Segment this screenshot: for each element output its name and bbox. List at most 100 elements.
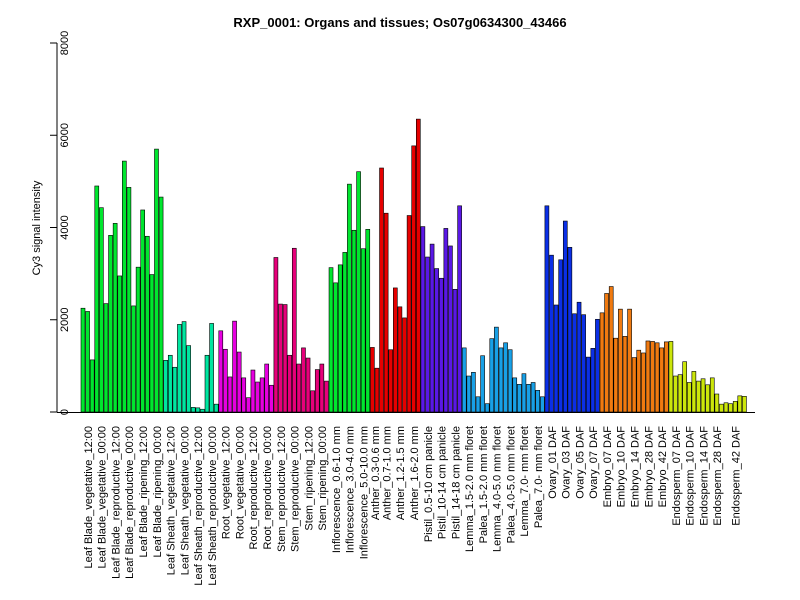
x-tick-label: Anther_0.3-0.6 mm: [370, 426, 382, 520]
x-tick-label: Ovary_05 DAF: [574, 426, 586, 499]
x-tick-label: Root_vegetative_00:00: [234, 426, 246, 539]
bar: [232, 320, 237, 413]
x-tick-label: Inflorescence_5.0-10.0 mm: [358, 426, 370, 559]
bar: [709, 377, 715, 413]
bar: [664, 341, 669, 413]
x-tick-label: Anther_1.6-2.0 mm: [409, 426, 421, 520]
y-tick-label: 6000: [59, 123, 71, 147]
bar: [99, 207, 104, 413]
bar: [425, 256, 430, 413]
bar: [645, 340, 651, 413]
bar: [347, 183, 352, 413]
bar: [337, 264, 343, 413]
bar: [411, 145, 416, 413]
bar: [190, 407, 196, 413]
bar: [177, 324, 182, 413]
x-tick-label: Inflorescence_3.0-4.0 mm: [345, 426, 357, 553]
x-tick-label: Stem_ripening_00:00: [317, 426, 329, 531]
bar: [406, 215, 412, 413]
bar: [691, 371, 697, 413]
bar: [471, 372, 476, 413]
bar: [374, 367, 380, 413]
bar: [443, 228, 449, 413]
bar: [195, 407, 201, 413]
y-tick-label: 8000: [59, 31, 71, 55]
bar: [301, 347, 306, 413]
bar: [356, 171, 361, 413]
y-axis-label: Cy3 signal intensity: [31, 180, 43, 275]
bar: [686, 382, 692, 413]
x-tick-label: Ovary_01 DAF: [547, 426, 559, 499]
bar: [728, 403, 733, 413]
bar: [434, 268, 439, 413]
bar: [140, 209, 146, 413]
bar: [475, 396, 481, 413]
bar: [705, 384, 710, 413]
bar: [461, 347, 467, 413]
bar: [540, 396, 545, 413]
x-tick-label: Inflorescence_0.6-1.0 mm: [331, 426, 343, 553]
chart-title: RXP_0001: Organs and tissues; Os07g06343…: [233, 15, 566, 30]
x-tick-label: Stem_ripening_12:00: [303, 426, 315, 531]
y-tick-label: 2000: [59, 308, 71, 332]
bar: [379, 167, 384, 413]
bar: [370, 347, 375, 413]
bar: [489, 338, 495, 413]
bar: [659, 347, 665, 413]
x-tick-label: Embryo_14 DAF: [629, 426, 641, 508]
bar: [85, 311, 90, 413]
x-tick-label: Leaf Blade_ripening_12:00: [138, 426, 150, 558]
bar: [572, 313, 577, 413]
bar: [393, 287, 398, 413]
x-tick-label: Root_reproductive_00:00: [262, 426, 274, 550]
bar: [186, 345, 191, 413]
bar: [627, 308, 632, 413]
bar: [448, 245, 453, 413]
x-tick-label: Pistil_0.5-10 cm panicle: [423, 426, 435, 542]
bar: [112, 223, 118, 413]
bar: [535, 390, 541, 413]
x-tick-label: Leaf Sheath_vegetative_12:00: [166, 426, 178, 575]
bar: [622, 336, 628, 413]
bar: [181, 321, 187, 413]
bar: [250, 369, 256, 413]
x-tick-label: Leaf Sheath_vegetative_00:00: [179, 426, 191, 575]
bar: [122, 160, 127, 413]
bar: [241, 377, 247, 413]
bar: [719, 403, 724, 413]
bar: [264, 363, 270, 413]
category-labels: Leaf Blade_vegetative_12:00 Leaf Blade_ve…: [83, 426, 743, 586]
bar: [608, 286, 614, 413]
bar: [526, 384, 531, 413]
x-tick-label: Ovary_07 DAF: [588, 426, 600, 499]
bar: [145, 235, 150, 413]
bar: [397, 306, 403, 413]
y-axis: 02000400060008000: [50, 31, 71, 415]
bar: [360, 248, 366, 413]
x-tick-label: Root_vegetative_12:00: [221, 426, 233, 539]
bar: [135, 266, 141, 413]
x-tick-label: Root_reproductive_12:00: [248, 426, 260, 550]
bar: [631, 357, 637, 413]
bar: [259, 377, 265, 413]
bar: [503, 342, 508, 413]
x-tick-label: Lemma_4.0-5.0 mm floret: [492, 426, 504, 552]
bar: [305, 357, 311, 413]
x-tick-label: Embryo_10 DAF: [616, 426, 628, 508]
x-tick-label: Endosperm_10 DAF: [685, 426, 697, 526]
bar: [641, 352, 646, 413]
bar: [452, 289, 458, 413]
x-tick-label: Pistil_10-14 cm panicle: [437, 426, 449, 539]
x-tick-label: Leaf Blade_vegetative_12:00: [83, 426, 95, 569]
x-tick-label: Lemma_1.5-2.0 mm floret: [464, 426, 476, 552]
bar: [94, 185, 100, 413]
bar: [200, 408, 205, 413]
bar: [512, 377, 518, 413]
x-tick-label: Lemma_7.0- mm floret: [519, 426, 531, 537]
bar: [636, 349, 642, 413]
bar: [732, 401, 738, 413]
bar: [517, 384, 522, 413]
bar: [204, 354, 210, 413]
bar: [319, 363, 325, 413]
